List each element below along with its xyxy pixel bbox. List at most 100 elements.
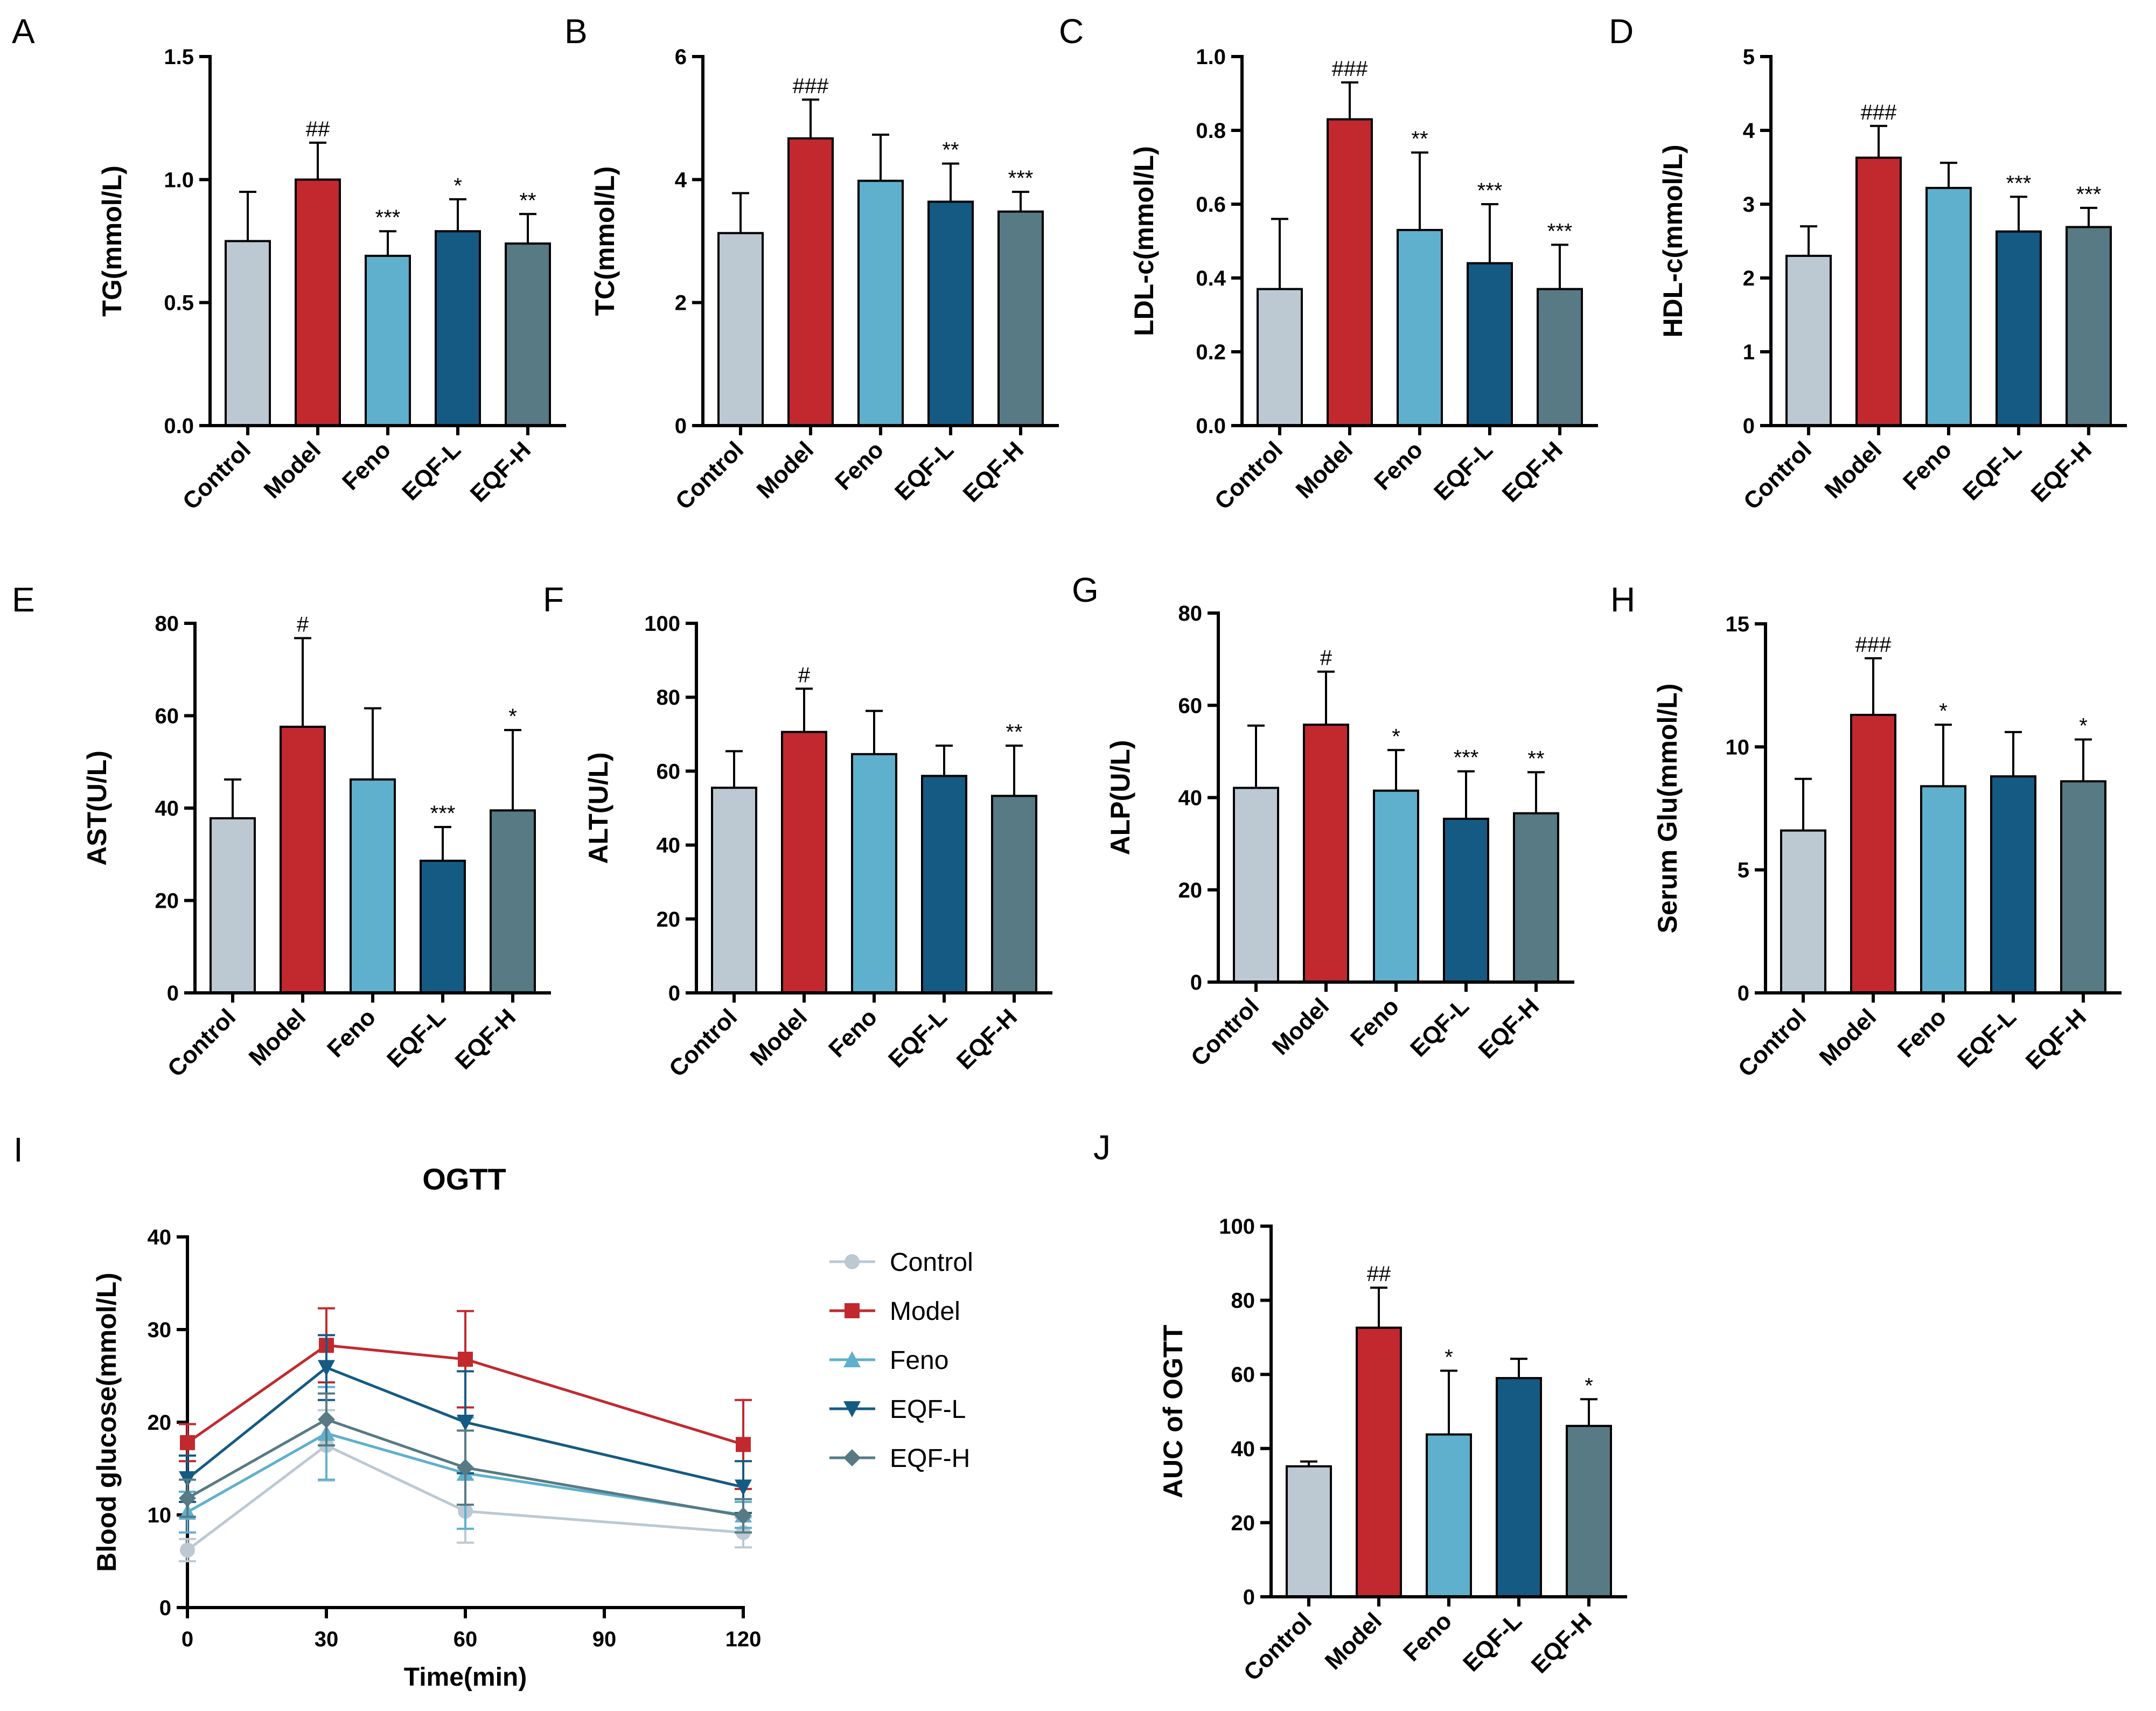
bar-eqf-l: [1990, 775, 2036, 994]
panel-letter: F: [543, 580, 564, 619]
data-point: [457, 1415, 474, 1431]
significance-label: *: [1939, 699, 1948, 723]
significance-label: **: [1411, 127, 1428, 151]
data-point: [318, 1360, 335, 1376]
significance-label: ***: [2076, 183, 2102, 206]
bar-feno: [1397, 228, 1443, 427]
legend-label: EQF-H: [890, 1444, 970, 1473]
bar-eqf-h: [490, 809, 536, 994]
x-tick-label: 30: [315, 1627, 339, 1651]
y-tick-label: 100: [1219, 1215, 1255, 1239]
panel-letter: A: [12, 12, 35, 51]
bar-eqf-l: [1443, 817, 1489, 983]
significance-label: #: [1320, 646, 1332, 670]
data-point: [457, 1459, 474, 1477]
significance-label: *: [508, 705, 517, 728]
legend-label: Model: [890, 1297, 960, 1326]
bar-eqf-h: [505, 242, 551, 427]
bar-feno: [1920, 785, 1966, 994]
bar-control: [1233, 787, 1279, 984]
y-tick-label: 1: [1743, 340, 1755, 364]
y-tick-label: 40: [148, 1226, 172, 1249]
panel-i: I OGTT 0 10 20 30 40 0 30 60 90 120 Time(min) Blood g…: [13, 1130, 973, 1692]
significance-label: *: [1585, 1374, 1593, 1397]
y-tick-label: 0.4: [1196, 267, 1226, 290]
bar-control: [225, 240, 271, 427]
y-tick-label: 20: [1231, 1511, 1255, 1535]
y-tick-label: 1.5: [164, 45, 194, 69]
bar-eqf-l: [1995, 230, 2042, 427]
bar-control: [1286, 1465, 1332, 1598]
bar-control: [210, 817, 256, 994]
y-axis-title: Serum Glu(mmol/L): [1652, 684, 1683, 934]
bar-feno: [1373, 789, 1419, 983]
significance-label: **: [1006, 720, 1022, 744]
y-tick-label: 20: [155, 889, 179, 913]
x-tick-label: 90: [592, 1627, 617, 1651]
y-tick-label: 2: [1743, 267, 1755, 290]
legend-marker: [845, 1254, 860, 1269]
y-axis-title: ALT(U/L): [583, 752, 613, 864]
bar-eqf-h: [997, 210, 1044, 427]
x-tick-label: 60: [453, 1627, 478, 1651]
significance-label: *: [453, 174, 462, 198]
y-tick-label: 0: [167, 982, 179, 1005]
panel-letter: D: [1609, 12, 1634, 51]
x-tick-label: 0: [182, 1627, 193, 1651]
bar-feno: [851, 753, 897, 994]
data-point: [180, 1542, 195, 1558]
bar-eqf-l: [927, 200, 974, 427]
y-tick-label: 80: [1231, 1289, 1255, 1313]
panel-letter: J: [1093, 1128, 1111, 1167]
y-tick-label: 0.0: [1196, 414, 1226, 438]
y-tick-label: 0.8: [1196, 119, 1226, 143]
legend-label: EQF-L: [890, 1395, 966, 1424]
significance-label: *: [1392, 725, 1400, 748]
legend-label: Feno: [890, 1346, 948, 1375]
significance-label: ###: [1861, 101, 1897, 124]
y-tick-label: 2: [675, 291, 687, 315]
data-point: [735, 1507, 752, 1525]
y-tick-label: 40: [155, 797, 179, 820]
bar-control: [717, 232, 764, 427]
y-axis-title: AUC of OGTT: [1158, 1325, 1188, 1498]
y-axis-title: ALP(U/L): [1105, 740, 1135, 856]
significance-label: #: [297, 613, 309, 636]
panel-letter: B: [564, 12, 588, 51]
panel-letter: H: [1610, 580, 1635, 619]
bar-feno: [350, 778, 396, 994]
bar-model: [1327, 118, 1373, 427]
y-tick-label: 0: [1190, 971, 1202, 994]
y-axis-title: LDL-c(mmol/L): [1129, 146, 1159, 336]
bar-model: [295, 178, 341, 427]
y-tick-label: 80: [657, 686, 681, 710]
y-tick-label: 6: [675, 45, 687, 69]
significance-label: **: [1527, 747, 1544, 770]
y-tick-label: 60: [657, 760, 681, 783]
bar-eqf-l: [435, 230, 481, 427]
significance-label: ***: [430, 802, 456, 825]
significance-label: ###: [1855, 633, 1892, 657]
bar-eqf-l: [921, 775, 967, 994]
y-tick-label: 100: [644, 612, 680, 636]
x-axis-title: Time(min): [404, 1663, 527, 1692]
y-axis-title: TC(mmol/L): [590, 166, 620, 316]
bar-control: [711, 787, 757, 994]
y-tick-label: 5: [1743, 45, 1755, 69]
bar-model: [1850, 713, 1896, 994]
y-tick-label: 60: [1231, 1363, 1255, 1387]
y-tick-label: 10: [148, 1504, 172, 1527]
bar-eqf-h: [1513, 812, 1559, 984]
y-tick-label: 40: [657, 834, 681, 858]
bar-model: [1303, 724, 1349, 984]
legend-marker: [843, 1401, 861, 1417]
significance-label: ***: [1008, 166, 1034, 190]
data-point: [180, 1435, 195, 1450]
y-tick-label: 10: [1726, 735, 1750, 759]
y-tick-label: 20: [657, 908, 681, 931]
y-tick-label: 0: [1743, 414, 1755, 438]
y-tick-label: 0.0: [164, 414, 194, 438]
y-axis-title: AST(U/L): [82, 750, 112, 866]
y-tick-label: 4: [1743, 119, 1755, 143]
significance-label: **: [519, 189, 536, 212]
